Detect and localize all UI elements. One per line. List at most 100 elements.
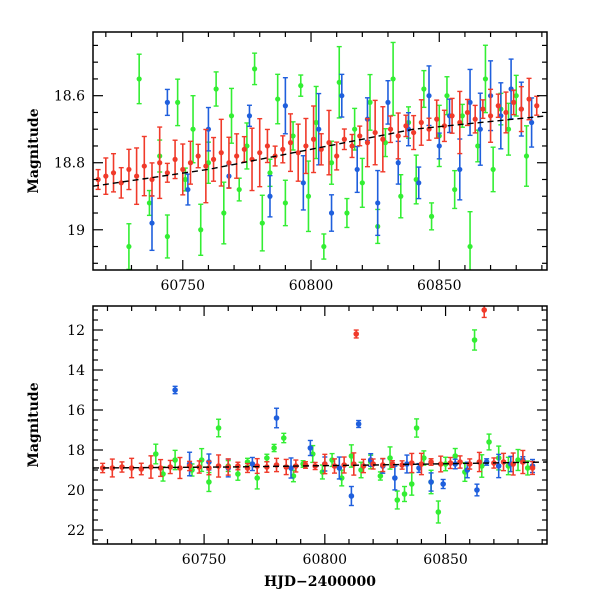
data-point xyxy=(353,329,360,339)
data-marker xyxy=(152,451,159,457)
data-point xyxy=(534,95,540,116)
data-point xyxy=(387,115,394,144)
data-point xyxy=(126,148,132,191)
data-point xyxy=(185,173,191,206)
x-tick-label: 60750 xyxy=(182,552,227,568)
data-point xyxy=(249,456,256,472)
data-marker xyxy=(164,99,170,105)
data-point xyxy=(477,92,483,166)
data-marker xyxy=(303,143,309,149)
data-marker xyxy=(282,103,288,109)
data-marker xyxy=(418,461,425,467)
data-point xyxy=(213,71,219,107)
plot-area xyxy=(93,306,547,524)
data-marker xyxy=(336,79,342,85)
data-marker xyxy=(172,387,178,393)
data-point xyxy=(436,132,442,160)
data-marker xyxy=(259,220,265,226)
data-point xyxy=(287,113,294,173)
data-point xyxy=(426,117,432,141)
data-marker xyxy=(110,170,117,176)
data-point xyxy=(339,73,345,118)
data-marker xyxy=(416,180,422,186)
data-marker xyxy=(206,479,212,485)
data-point xyxy=(524,460,531,476)
data-point xyxy=(157,458,164,478)
data-marker xyxy=(472,116,478,122)
data-point xyxy=(334,141,340,171)
data-point xyxy=(282,76,288,135)
data-marker xyxy=(271,445,277,451)
data-point xyxy=(428,458,434,466)
data-marker xyxy=(241,146,247,152)
data-marker xyxy=(394,497,401,503)
data-marker xyxy=(257,150,263,156)
data-marker xyxy=(213,86,219,92)
data-marker xyxy=(218,150,224,156)
data-point xyxy=(249,127,255,192)
data-point xyxy=(426,65,432,127)
data-point xyxy=(380,106,386,173)
data-point xyxy=(500,452,507,472)
data-marker xyxy=(395,160,401,166)
data-marker xyxy=(348,493,355,499)
data-point xyxy=(472,104,478,134)
data-marker xyxy=(534,103,540,109)
data-point xyxy=(235,461,241,471)
data-point xyxy=(464,98,471,127)
data-point xyxy=(205,106,212,152)
data-marker xyxy=(175,99,181,105)
data-marker xyxy=(157,160,163,166)
data-point xyxy=(359,157,365,208)
data-point xyxy=(310,105,317,174)
data-point xyxy=(375,169,381,237)
data-point xyxy=(370,458,376,470)
data-point xyxy=(349,133,355,159)
data-marker xyxy=(459,113,465,119)
data-marker xyxy=(505,126,512,132)
data-point xyxy=(307,439,314,457)
data-point xyxy=(180,143,186,196)
data-marker xyxy=(444,93,450,99)
data-point xyxy=(134,147,140,206)
data-point xyxy=(348,485,355,507)
data-marker xyxy=(226,160,232,166)
data-marker xyxy=(275,96,281,102)
data-marker xyxy=(457,166,463,173)
data-point xyxy=(259,194,265,252)
data-point xyxy=(152,443,159,465)
data-point xyxy=(264,453,270,463)
data-marker xyxy=(486,439,492,445)
data-point xyxy=(411,114,417,151)
data-marker xyxy=(401,491,408,497)
data-point xyxy=(394,490,401,510)
data-point xyxy=(459,103,465,128)
data-point xyxy=(303,117,309,175)
data-marker xyxy=(339,93,345,99)
data-marker xyxy=(344,210,350,216)
data-point xyxy=(421,69,427,109)
data-marker xyxy=(313,119,319,126)
data-point xyxy=(251,52,258,86)
data-marker xyxy=(452,186,458,193)
data-marker xyxy=(428,459,434,465)
data-marker xyxy=(298,83,304,89)
data-marker xyxy=(264,455,270,461)
data-point xyxy=(215,418,222,438)
y-axis-title: Magnitude xyxy=(26,108,42,193)
data-point xyxy=(467,68,473,137)
data-point xyxy=(498,82,504,150)
data-marker xyxy=(348,453,355,459)
data-marker xyxy=(467,99,473,105)
data-marker xyxy=(146,200,153,206)
data-marker xyxy=(136,76,142,82)
data-marker xyxy=(316,126,322,132)
data-marker xyxy=(307,445,314,451)
data-point xyxy=(234,133,240,179)
data-marker xyxy=(529,465,536,471)
data-point xyxy=(172,449,178,471)
data-point xyxy=(344,197,350,229)
data-marker xyxy=(447,460,454,466)
data-marker xyxy=(282,200,288,206)
data-point xyxy=(141,135,147,197)
